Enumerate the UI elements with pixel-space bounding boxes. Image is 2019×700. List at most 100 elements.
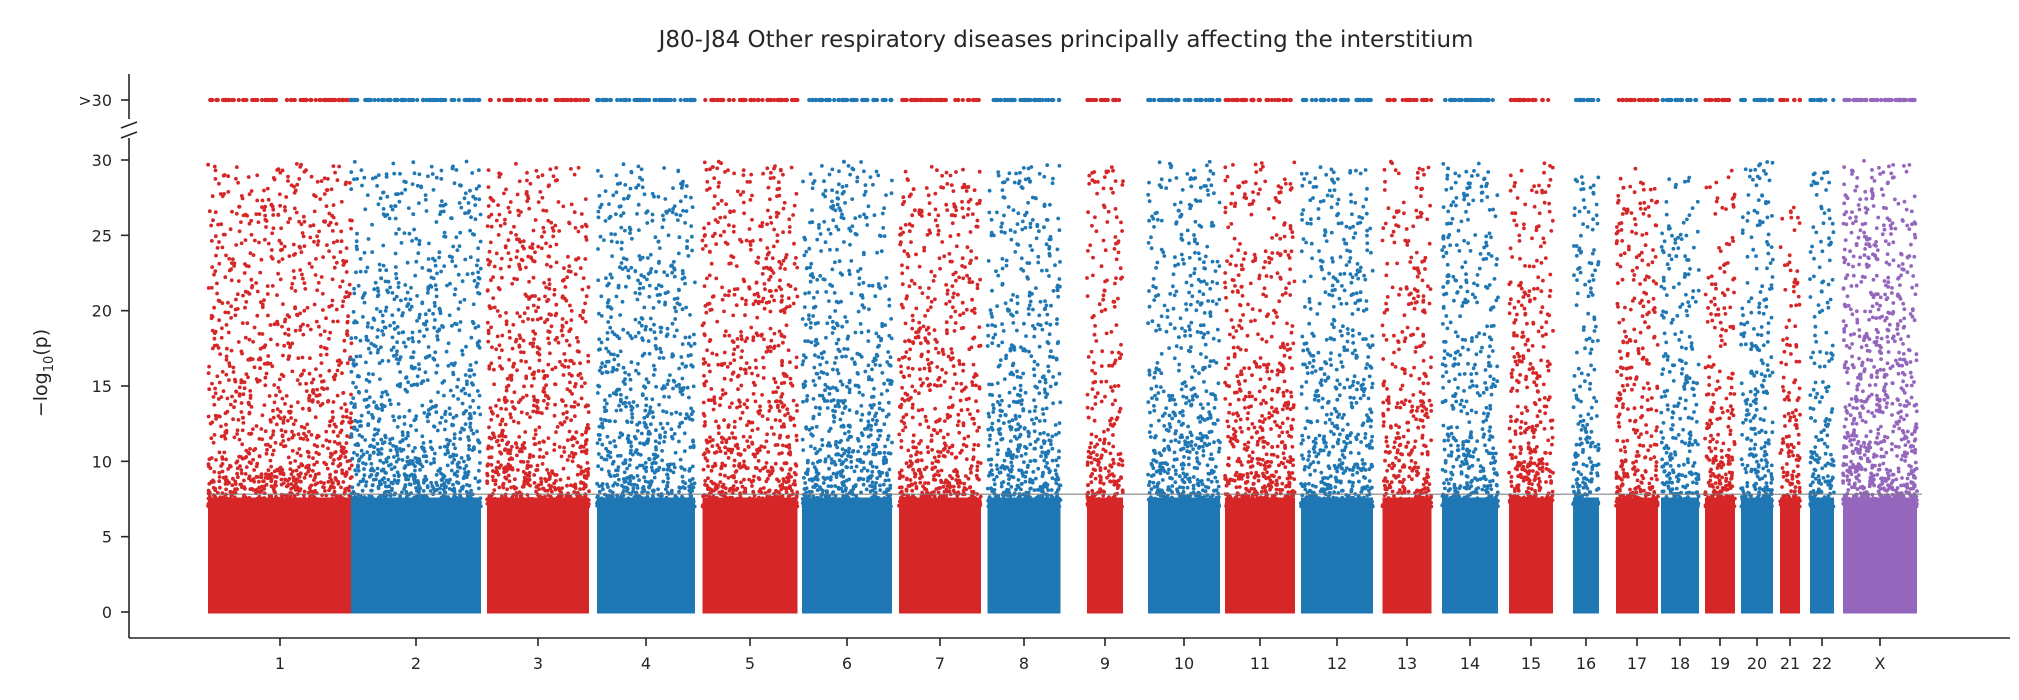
snp-point — [651, 306, 656, 310]
snp-point — [313, 273, 318, 277]
snp-point — [394, 192, 398, 197]
snp-point — [366, 338, 370, 343]
snp-point — [544, 406, 549, 410]
snp-point — [537, 497, 542, 502]
snp-point — [435, 363, 440, 368]
snp-point — [478, 412, 483, 417]
snp-point — [280, 324, 284, 329]
snp-point — [616, 363, 621, 367]
snp-point — [545, 402, 550, 406]
snp-point — [315, 433, 320, 438]
snp-point — [543, 497, 548, 501]
snp-point — [556, 200, 561, 204]
snp-point — [723, 473, 727, 478]
snp-point — [331, 240, 336, 245]
snp-point — [583, 430, 588, 435]
snp-point — [542, 386, 546, 391]
snp-point — [579, 396, 584, 401]
snp-point — [501, 482, 505, 487]
snp-point — [683, 281, 687, 286]
snp-point — [326, 177, 330, 181]
snp-point — [665, 483, 670, 488]
snp-point — [243, 262, 247, 266]
snp-point — [425, 378, 430, 382]
snp-point — [682, 275, 687, 280]
snp-point — [349, 226, 353, 231]
snp-point — [415, 495, 420, 500]
snp-point — [787, 225, 792, 229]
snp-point — [274, 496, 279, 501]
snp-point — [456, 307, 461, 311]
snp-point — [408, 297, 413, 302]
snp-point — [549, 220, 554, 225]
snp-point — [701, 400, 706, 405]
snp-point — [537, 347, 542, 351]
snp-point — [260, 305, 265, 310]
snp-point — [649, 497, 654, 502]
snp-point — [264, 225, 268, 229]
snp-point — [417, 362, 421, 367]
snp-point — [607, 202, 611, 207]
snp-point — [410, 330, 415, 335]
snp-point — [540, 195, 545, 200]
snp-point — [607, 472, 612, 477]
snp-point — [683, 365, 688, 369]
snp-point — [636, 371, 641, 376]
snp-point — [463, 504, 468, 509]
snp-point — [647, 283, 652, 288]
snp-point — [210, 420, 215, 425]
snp-point — [450, 259, 455, 264]
snp-point — [522, 479, 527, 484]
capped-point — [430, 97, 435, 103]
snp-point — [794, 494, 799, 499]
snp-point — [345, 361, 350, 366]
snp-point — [665, 273, 670, 278]
snp-point — [691, 445, 696, 450]
snp-point — [671, 470, 676, 475]
capped-point — [272, 97, 278, 103]
snp-point — [438, 421, 442, 425]
snp-point — [681, 479, 685, 484]
snp-point — [269, 476, 273, 481]
snp-point — [305, 305, 310, 310]
snp-point — [331, 319, 336, 324]
snp-point — [554, 302, 559, 307]
snp-point — [376, 428, 381, 432]
snp-point — [771, 271, 776, 275]
snp-point — [400, 500, 404, 505]
snp-point — [524, 393, 529, 398]
snp-point — [207, 364, 212, 369]
snp-point — [219, 222, 224, 227]
snp-point — [431, 256, 435, 261]
snp-point — [324, 346, 329, 351]
snp-point — [688, 478, 693, 483]
snp-point — [408, 423, 413, 428]
snp-point — [645, 414, 650, 419]
snp-point — [260, 198, 265, 203]
snp-point — [220, 245, 225, 250]
snp-point — [343, 295, 347, 299]
snp-point — [244, 372, 249, 376]
snp-point — [528, 181, 533, 186]
snp-point — [362, 473, 367, 478]
snp-point — [354, 354, 359, 359]
snp-point — [297, 465, 301, 469]
snp-point — [525, 194, 530, 198]
snp-point — [225, 478, 230, 483]
snp-point — [742, 211, 746, 216]
snp-point — [476, 405, 481, 410]
snp-point — [654, 455, 659, 460]
snp-point — [336, 456, 341, 461]
snp-point — [271, 429, 276, 434]
snp-point — [628, 377, 633, 382]
snp-point — [282, 244, 287, 249]
snp-point — [530, 246, 535, 251]
snp-point — [420, 434, 425, 439]
snp-point — [556, 340, 561, 345]
snp-point — [536, 200, 541, 205]
snp-point — [234, 211, 239, 216]
snp-point — [764, 256, 769, 261]
snp-point — [499, 406, 503, 411]
points-layer — [206, 97, 1919, 614]
snp-point — [243, 504, 248, 509]
